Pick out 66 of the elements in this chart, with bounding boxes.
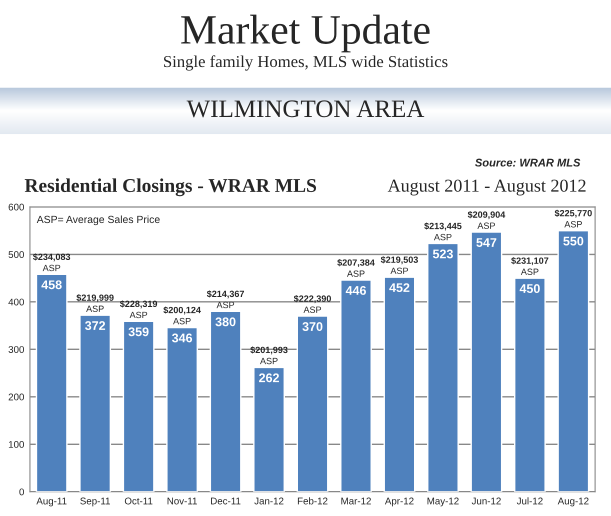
- annotation: $219,999 ASP: [76, 294, 114, 312]
- data-label: 446: [346, 286, 366, 295]
- y-tick-label: 100: [8, 441, 24, 448]
- bar: [384, 276, 416, 492]
- annotation: $207,384 ASP: [337, 258, 375, 277]
- chart-title: Market Update: [181, 14, 430, 52]
- bar: [340, 279, 372, 492]
- x-tick-label: Feb-12: [298, 497, 328, 504]
- data-label: 547: [476, 238, 496, 247]
- text: WILMINGTON AREA: [186, 100, 424, 118]
- annotation: $231,107 ASP: [511, 257, 548, 275]
- bar: [36, 274, 68, 492]
- annotation: $201,993 ASP: [250, 346, 288, 364]
- text: August 2011 - August 2012: [388, 180, 586, 196]
- bar: [470, 231, 502, 492]
- annotation: $200,124 ASP: [163, 306, 201, 324]
- bar: [253, 366, 285, 492]
- data-label: 450: [520, 284, 540, 293]
- bar: [557, 230, 590, 492]
- bar: [296, 315, 328, 492]
- y-tick-label: 400: [8, 298, 24, 306]
- annotation: $213,445 ASP: [424, 222, 462, 240]
- x-tick-label: Nov-11: [168, 498, 197, 504]
- annotation: $219,503 ASP: [380, 256, 418, 274]
- source-note: Source: WRAR MLS: [475, 158, 580, 167]
- y-tick-label: 0: [19, 488, 24, 496]
- data-label: 380: [215, 317, 236, 326]
- x-tick-label: Aug-12: [558, 498, 589, 506]
- y-tick-label: 600: [8, 204, 24, 211]
- bar: [122, 320, 155, 492]
- y-tick-label: 500: [8, 251, 24, 258]
- annotation: $222,390 ASP: [294, 295, 331, 313]
- x-tick-label: Jul-12: [516, 497, 543, 504]
- bar: [514, 277, 546, 492]
- data-label: 346: [172, 334, 192, 342]
- y-tick-label: 300: [8, 346, 24, 353]
- x-tick-label: Jun-12: [472, 498, 501, 504]
- chart-subtitle: Single family Homes, MLS wide Statistics: [164, 55, 448, 71]
- bar: [427, 242, 459, 492]
- x-tick-label: Dec-11: [211, 498, 240, 504]
- annotation: $209,904 ASP: [468, 211, 506, 229]
- data-label: 370: [302, 322, 322, 331]
- data-label: 550: [563, 236, 584, 246]
- bar: [79, 314, 112, 492]
- data-label: 262: [259, 373, 279, 382]
- x-tick-label: Oct-11: [124, 498, 152, 504]
- bar: [166, 326, 198, 492]
- x-tick-label: Apr-12: [384, 498, 414, 506]
- x-tick-label: Jan-12: [254, 498, 284, 504]
- data-label: 359: [128, 327, 149, 336]
- y-tick-label: 200: [8, 394, 24, 400]
- x-tick-label: Aug-11: [36, 498, 67, 506]
- text: Residential Closings - WRAR MLS: [24, 178, 316, 196]
- annotation: $214,367 ASP: [206, 290, 244, 308]
- annotation: $234,083 ASP: [32, 253, 70, 272]
- data-label: 523: [432, 249, 453, 258]
- data-label: 458: [41, 280, 62, 290]
- x-tick-label: Sep-11: [80, 498, 110, 506]
- x-tick-label: Mar-12: [341, 498, 371, 504]
- x-tick-label: May-12: [428, 498, 459, 506]
- annotation: ASP= Average Sales Price: [36, 215, 160, 226]
- data-label: 372: [85, 321, 106, 330]
- annotation: $228,319 ASP: [120, 300, 158, 318]
- annotation: $225,770 ASP: [554, 210, 592, 228]
- data-label: 452: [389, 283, 410, 292]
- bar: [210, 310, 242, 492]
